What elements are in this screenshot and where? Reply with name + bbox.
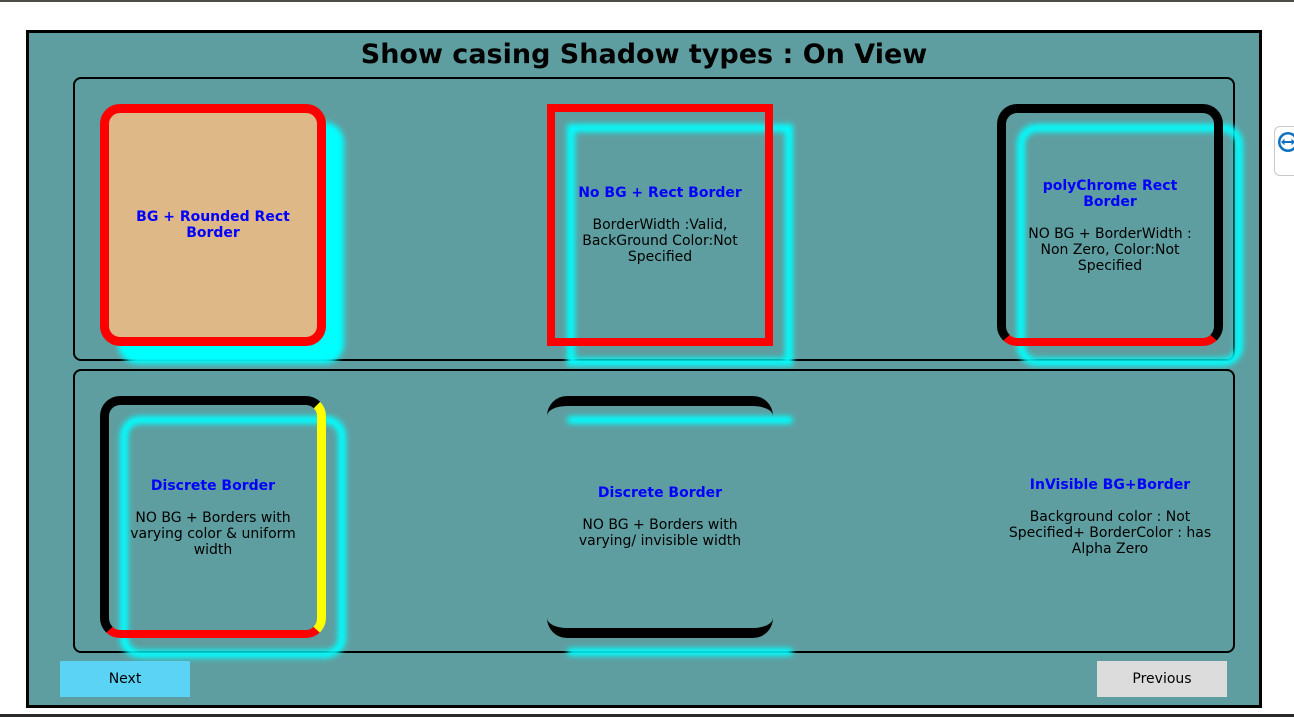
card-description: NO BG + Borders with varying color & uni… bbox=[130, 509, 296, 558]
card-discrete-varying: Discrete Border NO BG + Borders with var… bbox=[547, 396, 773, 638]
card-polychrome-rect: polyChrome Rect Border NO BG + BorderWid… bbox=[997, 104, 1223, 346]
card-no-bg-rect: No BG + Rect Border BorderWidth :Valid, … bbox=[547, 104, 773, 346]
top-rule bbox=[0, 0, 1294, 2]
card-description: NO BG + BorderWidth : Non Zero, Color:No… bbox=[1028, 225, 1192, 274]
card-title: No BG + Rect Border bbox=[578, 185, 742, 201]
app-frame: Show casing Shadow types : On View BG + … bbox=[26, 30, 1262, 708]
card-shadow bbox=[1017, 124, 1243, 366]
teamviewer-arrows-icon bbox=[1278, 132, 1294, 152]
card-title: InVisible BG+Border bbox=[1029, 477, 1191, 493]
card-description: BorderWidth :Valid, BackGround Color:Not… bbox=[582, 217, 738, 265]
card-discrete-uniform: Discrete Border NO BG + Borders with var… bbox=[100, 396, 326, 638]
shadow-panel-top: BG + Rounded Rect Border No BG + Rect Bo… bbox=[73, 77, 1243, 366]
card-title: Discrete Border bbox=[597, 485, 723, 501]
previous-button[interactable]: Previous bbox=[1097, 661, 1227, 697]
bottom-rule bbox=[0, 714, 1294, 717]
card-shadow bbox=[120, 416, 346, 658]
card-shadow bbox=[567, 416, 793, 424]
shadow-panel-bottom: Discrete Border NO BG + Borders with var… bbox=[73, 369, 1235, 658]
card-shadow bbox=[567, 648, 793, 656]
card-invisible: InVisible BG+Border Background color : N… bbox=[997, 396, 1223, 638]
side-tab[interactable] bbox=[1274, 126, 1294, 176]
card-description: NO BG + Borders with varying/ invisible … bbox=[578, 517, 742, 549]
card-title: BG + Rounded Rect Border bbox=[136, 209, 290, 241]
card-title: Discrete Border bbox=[150, 477, 276, 494]
card-bg-rounded-rect: BG + Rounded Rect Border bbox=[100, 104, 326, 346]
page-title: Show casing Shadow types : On View bbox=[360, 39, 928, 70]
card-shadow bbox=[567, 124, 793, 366]
next-button[interactable]: Next bbox=[60, 661, 190, 697]
card-description: Background color : Not Specified+ Border… bbox=[1008, 509, 1212, 557]
card-title: polyChrome Rect Border bbox=[1042, 177, 1178, 210]
